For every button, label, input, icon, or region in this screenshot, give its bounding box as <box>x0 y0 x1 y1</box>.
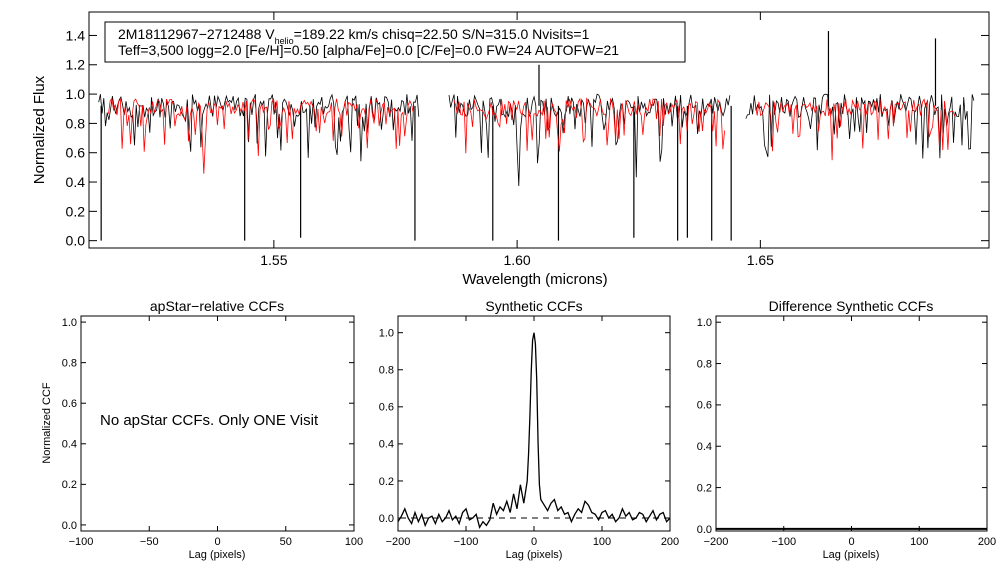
x-tick-label: −100 <box>69 536 94 548</box>
synthetic-ccf-x-label: Lag (pixels) <box>506 549 563 561</box>
x-tick-label: 1.55 <box>260 252 287 268</box>
x-tick-label: −50 <box>140 536 159 548</box>
y-tick-label: 0.0 <box>379 513 394 525</box>
y-tick-label: 0.2 <box>66 203 86 219</box>
y-tick-label: 0.2 <box>697 482 712 494</box>
x-tick-label: 0 <box>531 536 537 548</box>
difference-ccf-plot-frame <box>715 315 988 532</box>
info-box-frame <box>104 21 686 63</box>
x-tick-label: 100 <box>345 536 363 548</box>
observed-spectrum-line <box>448 93 731 187</box>
x-tick-label: −100 <box>771 536 796 548</box>
y-tick-label: 0.0 <box>62 520 77 532</box>
y-tick-label: 0.2 <box>379 476 394 488</box>
synthetic-ccf-panel: −200 −100 0 100 200 0.0 0.2 0.4 0.6 0.8 1.0 Synthe… <box>379 298 679 561</box>
y-tick-label: 0.6 <box>66 145 86 161</box>
spectrum-ticks: 1.55 1.60 1.65 0.0 0.2 0.4 0.6 0.8 1.0 1.2 1.4 <box>66 12 989 268</box>
y-tick-label: 1.2 <box>66 57 86 73</box>
info-line-1: 2M18112967−2712488 Vhelio=189.22 km/s ch… <box>118 26 590 46</box>
x-tick-label: 100 <box>593 536 611 548</box>
y-tick-label: 0.0 <box>66 233 86 249</box>
y-tick-label: 1.0 <box>697 317 712 329</box>
x-tick-label: −200 <box>386 536 411 548</box>
x-tick-label: 200 <box>661 536 679 548</box>
y-tick-label: 0.4 <box>66 174 86 190</box>
y-tick-label: 1.4 <box>66 27 86 43</box>
x-tick-label: 0 <box>848 536 854 548</box>
synthetic-model-line <box>755 98 956 161</box>
spectrum-plot-frame <box>88 11 990 249</box>
spectrum-info-box: 2M18112967−2712488 Vhelio=189.22 km/s ch… <box>104 21 686 63</box>
x-tick-label: −100 <box>454 536 479 548</box>
y-tick-label: 0.8 <box>379 365 394 377</box>
spectrum-y-label: Normalized Flux <box>31 75 48 184</box>
difference-ccf-title: Difference Synthetic CCFs <box>769 298 934 314</box>
x-tick-label: 50 <box>280 536 292 548</box>
x-tick-label: 0 <box>214 536 220 548</box>
y-tick-label: 0.8 <box>697 358 712 370</box>
info-line-2: Teff=3,500 logg=2.0 [Fe/H]=0.50 [alpha/F… <box>118 42 619 58</box>
y-tick-label: 0.0 <box>697 524 712 536</box>
difference-ccf-panel: −200 −100 0 100 200 0.0 0.2 0.4 0.6 0.8 1.0 Differ… <box>697 298 996 561</box>
y-tick-label: 0.6 <box>697 400 712 412</box>
synthetic-ccf-ticks: −200 −100 0 100 200 0.0 0.2 0.4 0.6 0.8 1.0 <box>379 316 679 548</box>
spectrum-panel: 1.55 1.60 1.65 0.0 0.2 0.4 0.6 0.8 1.0 1.2 1.4 2M1… <box>31 11 990 288</box>
y-tick-label: 0.8 <box>62 358 77 370</box>
apstar-ccf-title: apStar−relative CCFs <box>150 298 284 314</box>
x-tick-label: 1.60 <box>503 252 530 268</box>
synthetic-ccf-line <box>397 332 671 529</box>
y-tick-label: 1.0 <box>379 328 394 340</box>
apstar-ccf-panel: −100 −50 0 50 100 0.0 0.2 0.4 0.6 0.8 1.0 apStar−r… <box>41 298 363 561</box>
spectrum-x-label: Wavelength (microns) <box>462 271 607 288</box>
info-line-1-prefix: 2M18112967−2712488 V <box>118 26 275 42</box>
info-line-1-sub: helio <box>275 36 294 46</box>
synthetic-model-line <box>453 97 725 154</box>
y-tick-label: 0.6 <box>379 402 394 414</box>
synthetic-ccf-plot-frame <box>397 315 671 532</box>
synthetic-ccf-series <box>397 332 671 529</box>
synthetic-model-line <box>108 97 414 174</box>
y-tick-label: 0.8 <box>66 115 86 131</box>
y-tick-label: 0.6 <box>62 398 77 410</box>
apstar-ccf-ticks: −100 −50 0 50 100 0.0 0.2 0.4 0.6 0.8 1.0 <box>62 316 363 548</box>
apstar-ccf-annotation: No apStar CCFs. Only ONE Visit <box>100 412 319 429</box>
difference-ccf-x-label: Lag (pixels) <box>823 549 880 561</box>
apstar-ccf-x-label: Lag (pixels) <box>189 549 246 561</box>
synthetic-ccf-title: Synthetic CCFs <box>485 298 582 314</box>
x-tick-label: −200 <box>704 536 729 548</box>
x-tick-label: 100 <box>910 536 928 548</box>
x-tick-label: 1.65 <box>747 252 774 268</box>
x-tick-label: 200 <box>978 536 996 548</box>
y-tick-label: 0.4 <box>697 441 712 453</box>
spectrum-series <box>98 31 975 241</box>
y-tick-label: 0.4 <box>379 439 394 451</box>
difference-ccf-ticks: −200 −100 0 100 200 0.0 0.2 0.4 0.6 0.8 1.0 <box>697 316 996 548</box>
info-line-1-suffix: =189.22 km/s chisq=22.50 S/N=315.0 Nvisi… <box>294 26 590 42</box>
y-tick-label: 1.0 <box>62 317 77 329</box>
y-tick-label: 0.4 <box>62 439 77 451</box>
y-tick-label: 1.0 <box>66 86 86 102</box>
apstar-ccf-y-label: Normalized CCF <box>41 382 53 464</box>
y-tick-label: 0.2 <box>62 479 77 491</box>
observed-spectrum-line <box>745 93 975 159</box>
